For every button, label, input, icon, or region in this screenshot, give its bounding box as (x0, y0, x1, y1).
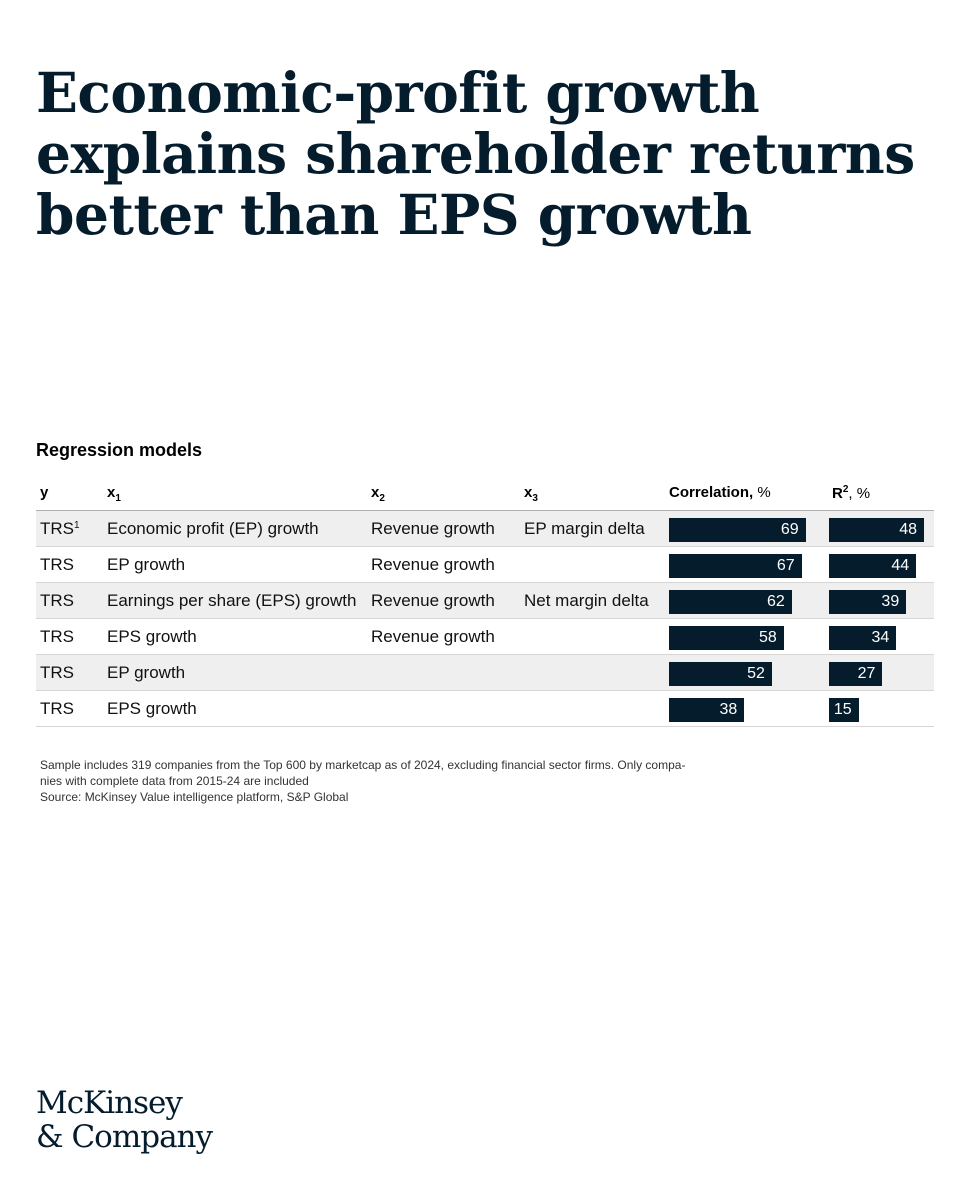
header-x1-sub: 1 (115, 493, 121, 504)
r2-bar: 27 (829, 662, 883, 686)
table-row: TRS EPS growth 38 15 (36, 691, 934, 727)
header-x2-base: x (371, 484, 380, 501)
section-title: Regression models (36, 440, 203, 460)
header-x1: x1 (107, 484, 121, 504)
header-r2-label: R (832, 485, 843, 502)
cell-x1: EPS growth (107, 627, 197, 646)
r2-bar: 34 (829, 626, 897, 650)
cell-y-text: TRS (40, 663, 74, 682)
header-correlation: Correlation, % (669, 484, 771, 501)
r2-bar: 15 (829, 698, 859, 722)
mckinsey-logo: McKinsey & Company (36, 1085, 213, 1155)
cell-y: TRS1 (40, 519, 80, 539)
footnote-line-2: nies with complete data from 2015-24 are… (40, 774, 309, 788)
header-x1-base: x (107, 484, 116, 501)
header-r2: R2, % (832, 484, 870, 502)
table-row: TRS1 Economic profit (EP) growth Revenue g… (36, 511, 934, 547)
header-x3-base: x (524, 484, 533, 501)
cell-y-text: TRS (40, 519, 74, 538)
header-correlation-label: Correlation, (669, 484, 754, 501)
r2-bar: 44 (829, 554, 917, 578)
cell-x3: EP margin delta (524, 519, 645, 538)
header-y: y (40, 484, 49, 501)
source-line: Source: McKinsey Value intelligence plat… (40, 790, 349, 804)
cell-x1: EP growth (107, 663, 186, 682)
cell-x1: EP growth (107, 555, 186, 574)
cell-x2: Revenue growth (371, 591, 495, 610)
r2-bar: 48 (829, 518, 925, 542)
table-row: TRS Earnings per share (EPS) growth Revenu… (36, 583, 934, 619)
table-header: y x1 x2 x3 Correlation, % R2, % (36, 478, 934, 511)
cell-y-text: TRS (40, 627, 74, 646)
cell-y-text: TRS (40, 555, 74, 574)
header-r2-unit: , % (848, 485, 871, 502)
cell-x2: Revenue growth (371, 555, 495, 574)
table-row: TRS EP growth 52 27 (36, 655, 934, 691)
table-body: TRS1 Economic profit (EP) growth Revenue g… (36, 511, 934, 727)
cell-y: TRS (40, 663, 74, 683)
cell-x1: EPS growth (107, 699, 197, 718)
page-title: Economic-profit growth explains sharehol… (36, 60, 915, 247)
correlation-bar: 67 (669, 554, 802, 578)
table-row: TRS EP growth Revenue growth 67 44 (36, 547, 934, 583)
cell-x2: Revenue growth (371, 627, 495, 646)
logo-line-2: & Company (36, 1119, 213, 1155)
table-row: TRS EPS growth Revenue growth 58 34 (36, 619, 934, 655)
cell-x2: Revenue growth (371, 519, 495, 538)
correlation-bar: 52 (669, 662, 772, 686)
header-x2: x2 (371, 484, 385, 504)
correlation-bar: 58 (669, 626, 784, 650)
header-x2-sub: 2 (379, 493, 385, 504)
cell-x3: Net margin delta (524, 591, 649, 610)
cell-y: TRS (40, 627, 74, 647)
header-correlation-unit: % (757, 484, 771, 501)
cell-x1: Earnings per share (EPS) growth (107, 591, 357, 610)
cell-y: TRS (40, 591, 74, 611)
logo-line-1: McKinsey (36, 1085, 183, 1121)
r2-bar: 39 (829, 590, 907, 614)
footnote-marker: 1 (74, 520, 80, 531)
cell-x1: Economic profit (EP) growth (107, 519, 319, 538)
correlation-bar: 69 (669, 518, 806, 542)
header-x3-sub: 3 (532, 493, 538, 504)
footnote: Sample includes 319 companies from the T… (40, 757, 740, 805)
header-r2-sup: 2 (842, 484, 849, 495)
cell-y-text: TRS (40, 699, 74, 718)
footnote-line-1: Sample includes 319 companies from the T… (40, 758, 686, 772)
correlation-bar: 38 (669, 698, 745, 722)
regression-table: y x1 x2 x3 Correlation, % R2, % TRS1 Econ… (36, 478, 934, 727)
correlation-bar: 62 (669, 590, 792, 614)
cell-y-text: TRS (40, 591, 74, 610)
cell-y: TRS (40, 699, 74, 719)
header-x3: x3 (524, 484, 538, 504)
cell-y: TRS (40, 555, 74, 575)
